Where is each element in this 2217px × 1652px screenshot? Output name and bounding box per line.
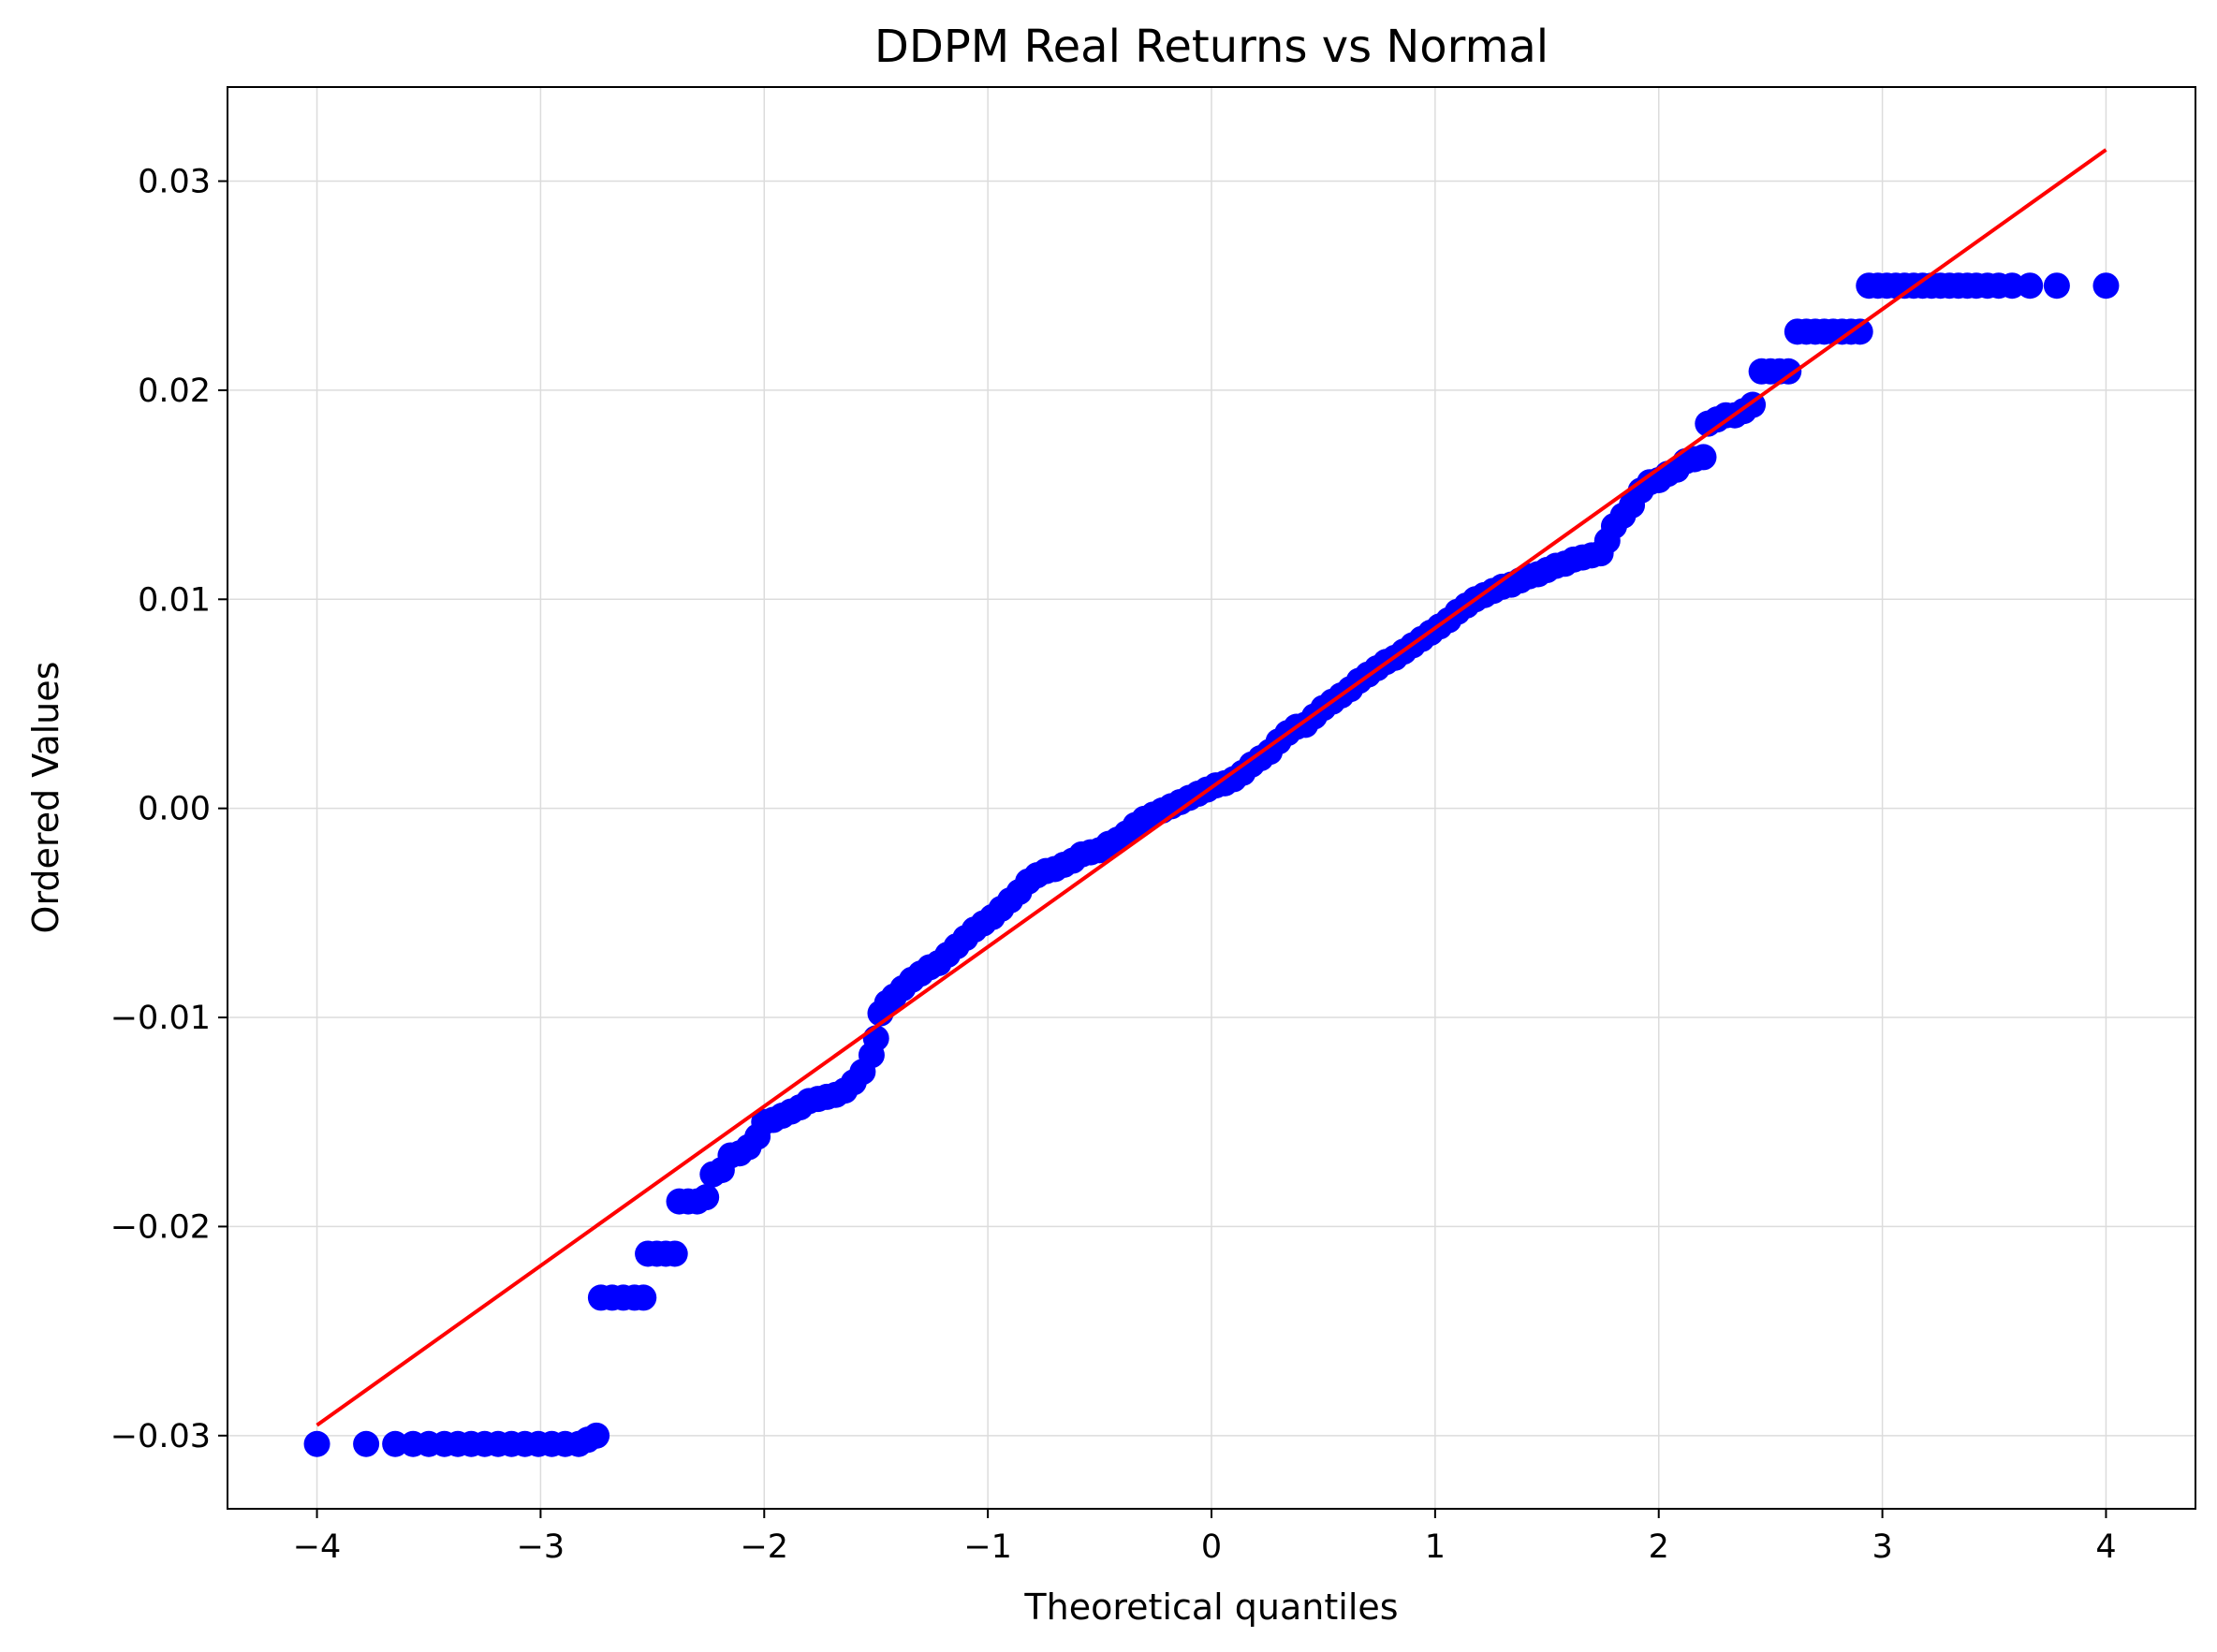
y-axis-label: Ordered Values xyxy=(25,662,66,934)
data-point xyxy=(1846,318,1873,345)
data-point xyxy=(862,1025,889,1052)
x-axis-label: Theoretical quantiles xyxy=(1023,1586,1398,1628)
y-tick-label: 0.00 xyxy=(138,791,211,828)
y-tick-label: −0.01 xyxy=(110,1000,211,1037)
data-point xyxy=(2092,272,2120,300)
y-tick-label: −0.03 xyxy=(110,1418,211,1455)
reference-line-group xyxy=(316,148,2107,1427)
data-point xyxy=(303,1430,330,1457)
data-point xyxy=(353,1430,380,1457)
x-tick-label: −1 xyxy=(963,1528,1012,1566)
x-tick-label: 1 xyxy=(1425,1528,1446,1566)
y-tick-label: 0.03 xyxy=(138,164,211,201)
x-tick-label: 2 xyxy=(1649,1528,1669,1566)
data-point xyxy=(1775,358,1802,385)
data-point xyxy=(2017,272,2044,300)
chart-title: DDPM Real Returns vs Normal xyxy=(874,21,1549,73)
data-point xyxy=(2043,272,2070,300)
x-tick-label: 4 xyxy=(2095,1528,2116,1566)
data-point xyxy=(661,1240,688,1267)
y-tick-label: 0.02 xyxy=(138,373,211,410)
x-tick-label: −3 xyxy=(517,1528,565,1566)
data-point xyxy=(630,1284,657,1311)
y-tick-label: 0.01 xyxy=(138,581,211,619)
x-axis-ticks: −4 −3 −2 −1 0 1 2 3 4 xyxy=(293,1509,2117,1566)
x-tick-label: −2 xyxy=(740,1528,788,1566)
reference-line xyxy=(316,148,2107,1427)
data-point xyxy=(693,1184,720,1211)
x-tick-label: −4 xyxy=(293,1528,342,1566)
data-point xyxy=(583,1422,610,1449)
y-tick-label: −0.02 xyxy=(110,1208,211,1246)
x-tick-label: 3 xyxy=(1872,1528,1892,1566)
y-axis-ticks: −0.03 −0.02 −0.01 0.00 0.01 0.02 0.03 xyxy=(110,164,228,1455)
data-point xyxy=(1690,444,1717,471)
x-tick-label: 0 xyxy=(1201,1528,1222,1566)
